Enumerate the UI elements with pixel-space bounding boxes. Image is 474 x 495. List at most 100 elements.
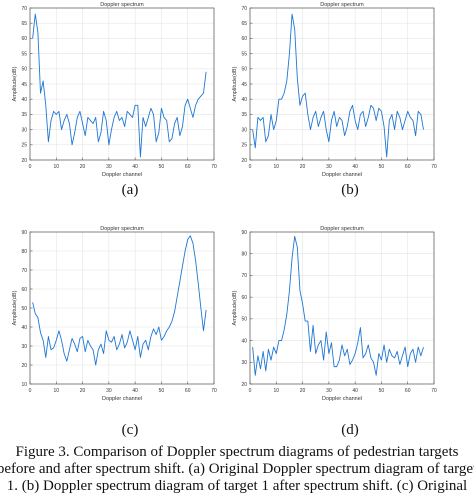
- x-tick-label-d: 70: [431, 388, 437, 394]
- chart-title-d: Doppler spectrum: [320, 226, 364, 232]
- x-tick-label-b: 60: [405, 164, 411, 170]
- x-axis-label-a: Doppler channel: [102, 172, 142, 178]
- y-tick-label-c: 10: [21, 382, 27, 388]
- x-tick-label-d: 20: [300, 388, 306, 394]
- x-tick-label-d: 40: [352, 388, 358, 394]
- x-tick-label-a: 30: [106, 164, 112, 170]
- x-tick-label-c: 0: [29, 388, 32, 394]
- x-tick-label-b: 50: [379, 164, 385, 170]
- y-tick-label-d: 50: [241, 317, 247, 323]
- y-tick-label-b: 60: [241, 36, 247, 42]
- caption-line-2: before and after spectrum shift. (a) Ori…: [0, 461, 474, 477]
- y-tick-label-d: 20: [241, 382, 247, 388]
- x-tick-label-c: 40: [132, 388, 138, 394]
- series-line-b: [252, 13, 424, 158]
- caption-line-3: 1. (b) Doppler spectrum diagram of targe…: [6, 478, 468, 494]
- series-line-a: [32, 13, 207, 158]
- chart-title-c: Doppler spectrum: [100, 226, 144, 232]
- y-tick-label-a: 30: [21, 127, 27, 133]
- y-tick-label-a: 65: [21, 21, 27, 27]
- chart-title-a: Doppler spectrum: [100, 2, 144, 8]
- x-tick-label-a: 10: [54, 164, 60, 170]
- x-tick-label-c: 60: [185, 388, 191, 394]
- y-tick-label-a: 70: [21, 6, 27, 12]
- y-tick-label-a: 40: [21, 97, 27, 103]
- series-line-c: [32, 235, 207, 366]
- y-tick-label-b: 50: [241, 67, 247, 73]
- y-tick-label-a: 35: [21, 112, 27, 118]
- panel-label-d: (d): [341, 422, 359, 438]
- y-tick-label-b: 20: [241, 158, 247, 164]
- y-tick-label-a: 55: [21, 51, 27, 57]
- y-tick-label-a: 20: [21, 158, 27, 164]
- x-axis-label-d: Doppler channel: [322, 396, 362, 402]
- x-tick-label-a: 40: [132, 164, 138, 170]
- y-tick-label-a: 60: [21, 36, 27, 42]
- x-tick-label-a: 0: [29, 164, 32, 170]
- series-line-d: [252, 235, 424, 376]
- panel-label-a: (a): [121, 182, 139, 198]
- x-tick-label-a: 20: [80, 164, 86, 170]
- y-tick-label-d: 80: [241, 252, 247, 258]
- caption-line-1: Figure 3. Comparison of Doppler spectrum…: [15, 444, 459, 460]
- x-tick-label-c: 50: [159, 388, 165, 394]
- y-tick-label-d: 40: [241, 338, 247, 344]
- y-tick-label-b: 55: [241, 51, 247, 57]
- x-tick-label-a: 50: [159, 164, 165, 170]
- y-tick-label-c: 30: [21, 344, 27, 350]
- y-tick-label-c: 40: [21, 325, 27, 331]
- x-tick-label-a: 60: [185, 164, 191, 170]
- x-tick-label-d: 30: [326, 388, 332, 394]
- x-tick-label-b: 0: [249, 164, 252, 170]
- chart-b: 0 10 20 30 40 50 60 70 20 25 30 35 40 45 50 55 60 65 70 Dop…: [232, 2, 437, 178]
- x-tick-label-d: 50: [379, 388, 385, 394]
- y-axis-label-d: Amplitude(dB): [232, 290, 238, 325]
- y-axis-label-b: Amplitude(dB): [232, 66, 238, 101]
- chart-d: 0 10 20 30 40 50 60 70 20 30 40 50 60 70 80 90 Doppler s…: [232, 226, 437, 402]
- panel-label-b: (b): [341, 182, 359, 198]
- y-tick-label-b: 65: [241, 21, 247, 27]
- x-tick-label-b: 70: [431, 164, 437, 170]
- y-tick-label-b: 30: [241, 127, 247, 133]
- y-axis-label-c: Amplitude(dB): [12, 290, 18, 325]
- y-axis-label-a: Amplitude(dB): [12, 66, 18, 101]
- x-axis-label-b: Doppler channel: [322, 172, 362, 178]
- x-tick-label-b: 20: [300, 164, 306, 170]
- y-tick-label-c: 70: [21, 268, 27, 274]
- x-tick-label-c: 20: [80, 388, 86, 394]
- y-tick-label-d: 90: [241, 230, 247, 236]
- y-tick-label-b: 45: [241, 82, 247, 88]
- x-tick-label-c: 30: [106, 388, 112, 394]
- chart-a: 0 10 20 30 40 50 60 70 20 25 30 35 40 45 50 55 60 65 70 Dop…: [12, 2, 217, 178]
- y-tick-label-b: 40: [241, 97, 247, 103]
- y-tick-label-a: 50: [21, 67, 27, 73]
- y-tick-label-a: 45: [21, 82, 27, 88]
- y-tick-label-c: 50: [21, 306, 27, 312]
- x-tick-label-b: 40: [352, 164, 358, 170]
- x-tick-label-d: 0: [249, 388, 252, 394]
- x-tick-label-a: 70: [211, 164, 217, 170]
- y-tick-label-b: 25: [241, 143, 247, 149]
- y-tick-label-a: 25: [21, 143, 27, 149]
- chart-c: 0 10 20 30 40 50 60 70102030405060708090Doppler…: [12, 226, 217, 402]
- y-tick-label-c: 20: [21, 363, 27, 369]
- x-axis-label-c: Doppler channel: [102, 396, 142, 402]
- x-tick-label-c: 10: [54, 388, 60, 394]
- y-tick-label-b: 70: [241, 6, 247, 12]
- y-tick-label-b: 35: [241, 112, 247, 118]
- x-tick-label-b: 10: [274, 164, 280, 170]
- y-tick-label-d: 30: [241, 360, 247, 366]
- chart-title-b: Doppler spectrum: [320, 2, 364, 8]
- y-tick-label-d: 70: [241, 273, 247, 279]
- x-tick-label-d: 10: [274, 388, 280, 394]
- x-tick-label-c: 70: [211, 388, 217, 394]
- y-tick-label-c: 90: [21, 230, 27, 236]
- x-tick-label-d: 60: [405, 388, 411, 394]
- axes-box-d: [249, 231, 435, 385]
- plots-canvas: 0 10 20 30 40 50 60 702025303540455055606570Dop…: [12, 2, 437, 402]
- x-tick-label-b: 30: [326, 164, 332, 170]
- panel-label-c: (c): [121, 422, 139, 438]
- y-tick-label-c: 80: [21, 249, 27, 255]
- y-tick-label-d: 60: [241, 295, 247, 301]
